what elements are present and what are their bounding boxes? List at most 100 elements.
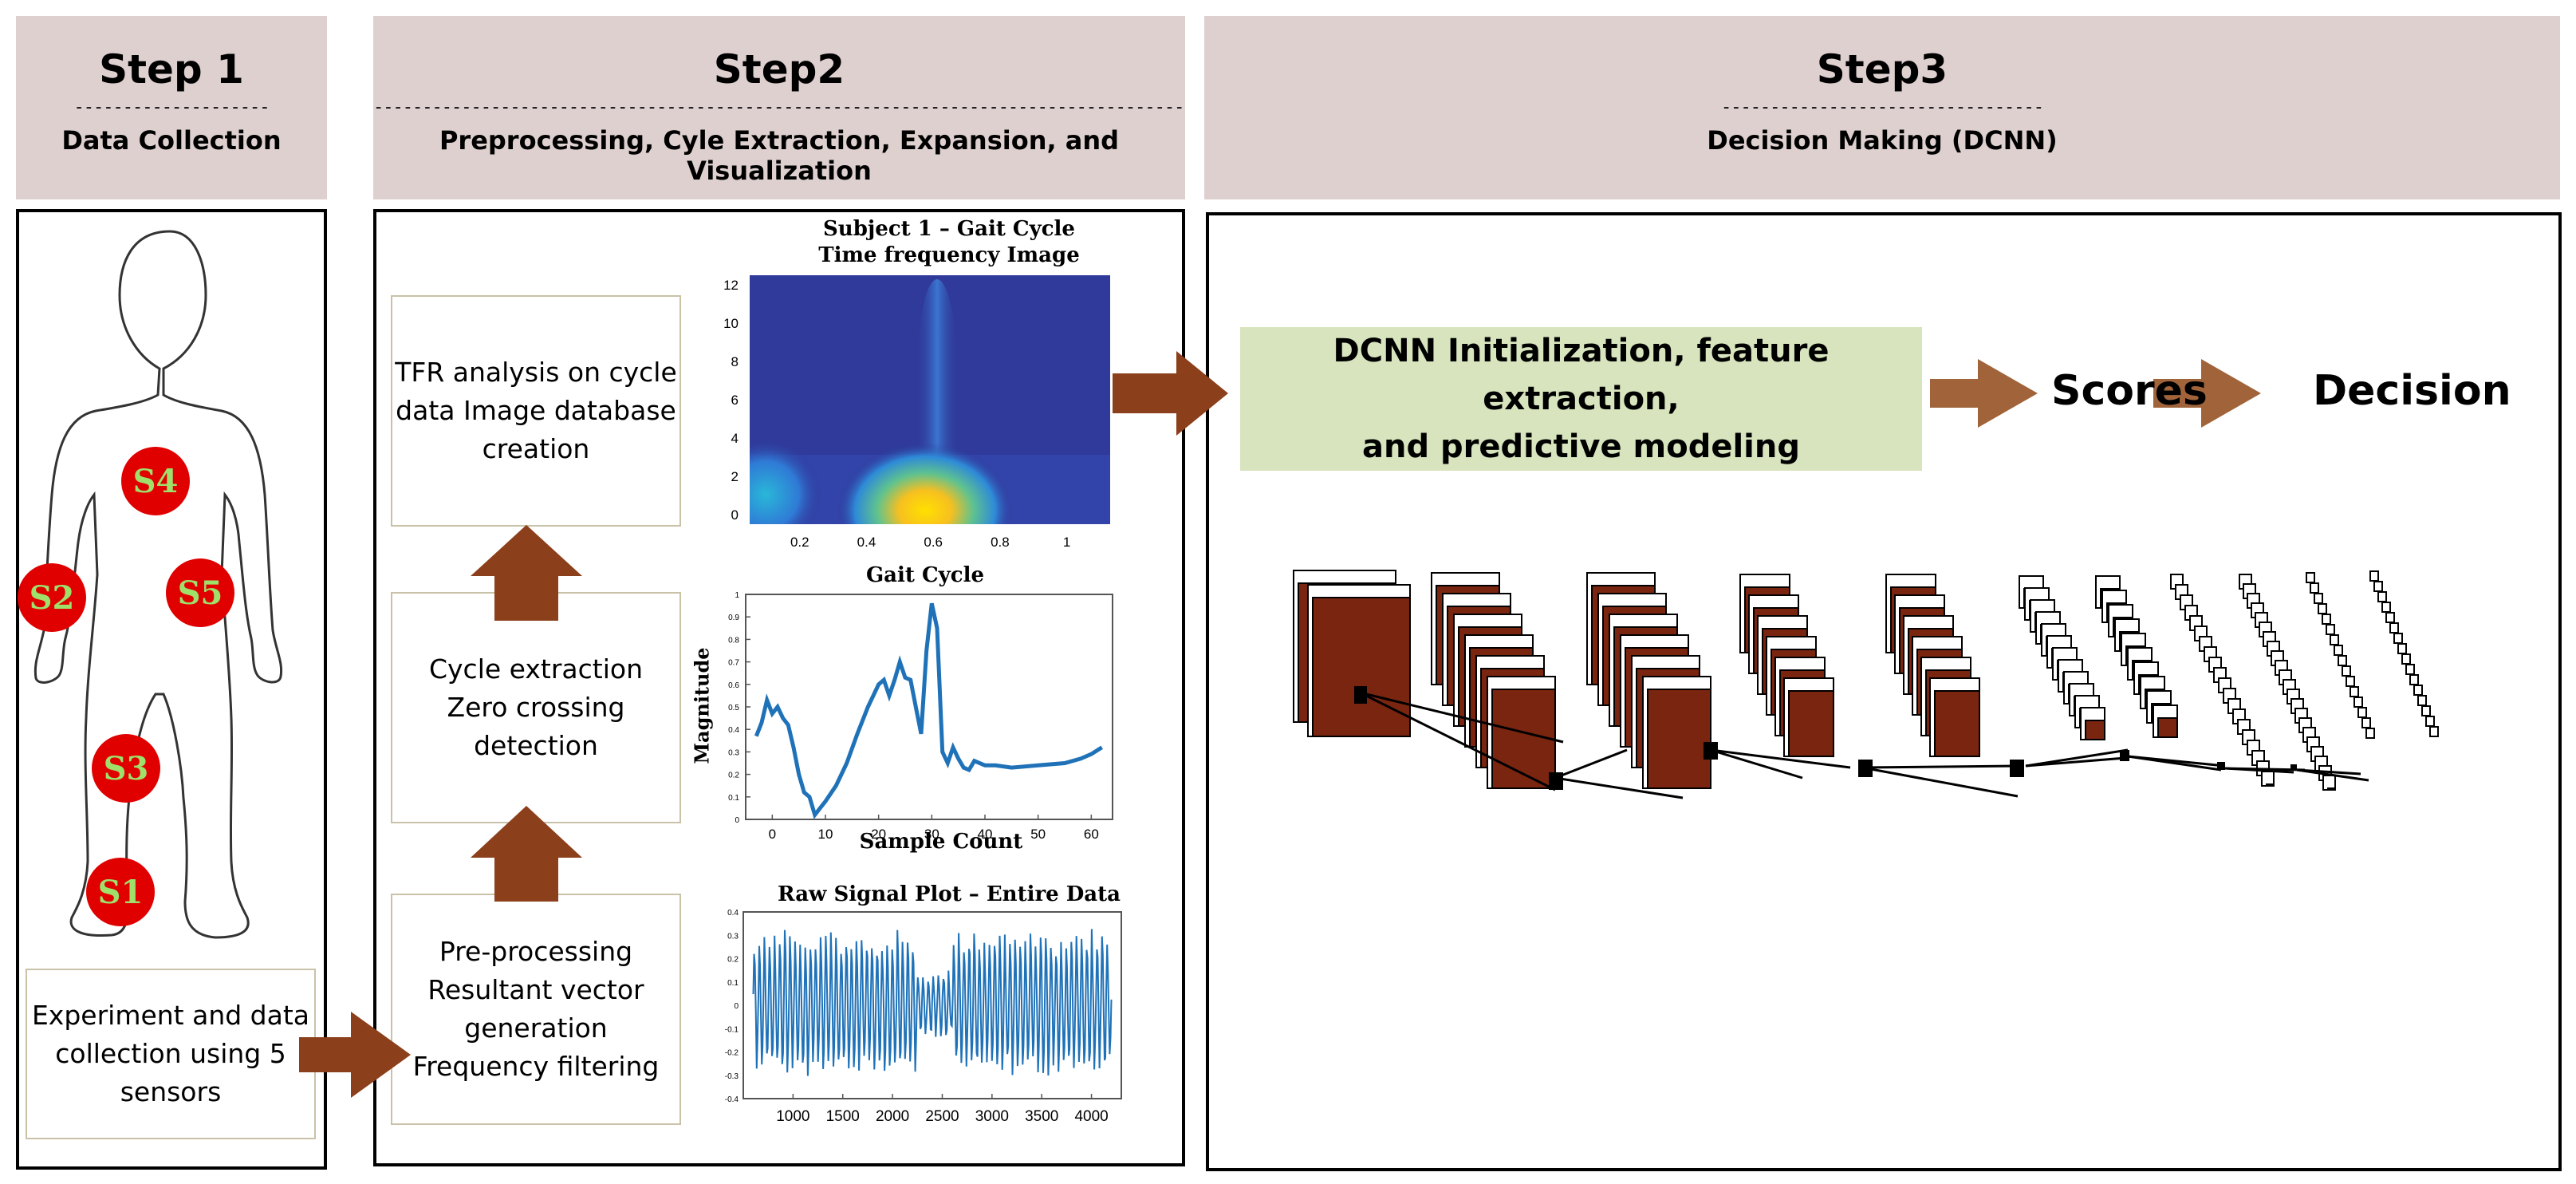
raw-y-tick-label: 0.2 xyxy=(727,956,739,965)
gait-y-tick-label: 0.6 xyxy=(728,681,739,690)
step1-divider: -------------------- xyxy=(73,97,270,117)
dcnn-text: DCNN Initialization, feature extraction,… xyxy=(1333,333,1830,465)
arrow-right-icon xyxy=(2153,359,2261,428)
tfr-y-tick-label: 8 xyxy=(731,354,739,369)
cnn-connection xyxy=(1554,748,1628,779)
gait-y-tick-label: 0.9 xyxy=(728,614,739,622)
gait-y-tick-label: 0.3 xyxy=(728,748,739,757)
cnn-connection xyxy=(1710,748,1803,779)
cnn-feature-map xyxy=(1491,689,1556,789)
raw-y-tick-label: 0 xyxy=(734,1002,739,1011)
sensor-s1: S1 xyxy=(86,858,155,926)
preprocessing-text: Pre-processing Resultant vector generati… xyxy=(412,936,660,1082)
cnn-feature-map xyxy=(2157,717,2178,738)
raw-y-tick-label: -0.3 xyxy=(725,1072,739,1081)
tfr-chart-title: Subject 1 – Gait Cycle xyxy=(823,217,1075,241)
gait-chart-title: Gait Cycle xyxy=(865,563,985,587)
cnn-kernel xyxy=(2120,750,2129,761)
cnn-connection xyxy=(2296,768,2361,776)
gait-y-tick-label: 0.5 xyxy=(728,704,739,712)
raw-x-tick-label: 2500 xyxy=(925,1108,959,1125)
tfr-x-tick-label: 0.6 xyxy=(924,535,943,550)
tfr-analysis-box: TFR analysis on cycle data Image databas… xyxy=(391,295,681,527)
tfr-analysis-text: TFR analysis on cycle data Image databas… xyxy=(395,357,677,464)
cnn-connection xyxy=(1554,776,1684,799)
raw-x-tick-label: 2000 xyxy=(876,1108,909,1125)
cycle-extraction-text: Cycle extraction Zero crossing detection xyxy=(428,653,643,761)
heatmap-peak xyxy=(837,443,1013,524)
arrow-right-icon xyxy=(1930,359,2038,428)
arrow-up-icon xyxy=(471,525,582,621)
cnn-kernel xyxy=(2217,762,2225,770)
cnn-connection xyxy=(1861,764,2019,769)
sensor-s5: S5 xyxy=(166,558,234,627)
raw-series-line xyxy=(752,929,1113,1076)
raw-x-tick-label: 1000 xyxy=(776,1108,809,1125)
scores-label: Scores xyxy=(2051,367,2208,415)
cnn-feature-map xyxy=(2365,728,2375,739)
raw-chart-title: Raw Signal Plot – Entire Data xyxy=(777,882,1121,906)
cnn-feature-map xyxy=(2429,726,2439,737)
gait-y-tick-label: 0.1 xyxy=(728,794,739,803)
tfr-y-tick-label: 0 xyxy=(731,507,739,523)
tfr-x-tick-label: 0.4 xyxy=(857,535,876,550)
step2-header: Step2 ----------------------------------… xyxy=(373,16,1185,199)
decision-label: Decision xyxy=(2313,367,2511,415)
cnn-connection xyxy=(2025,756,2126,768)
cnn-feature-map xyxy=(1647,689,1711,789)
data-collection-box: Experiment and data collection using 5 s… xyxy=(26,969,316,1139)
cnn-kernel xyxy=(2010,760,2024,777)
step3-subtitle: Decision Making (DCNN) xyxy=(1707,125,2058,156)
cnn-connection xyxy=(1359,691,1564,744)
cnn-feature-map xyxy=(2085,720,2105,740)
arrow-right-icon xyxy=(299,1012,411,1098)
arrow-right-icon xyxy=(1113,351,1228,436)
raw-y-tick-label: 0.1 xyxy=(727,979,739,988)
cnn-kernel xyxy=(2290,764,2297,771)
raw-x-tick-label: 3000 xyxy=(975,1108,1009,1125)
tfr-y-tick-label: 12 xyxy=(723,278,739,293)
cnn-kernel xyxy=(1549,772,1563,790)
cnn-connection xyxy=(1359,691,1556,791)
raw-y-tick-label: -0.4 xyxy=(725,1095,739,1104)
preprocessing-box: Pre-processing Resultant vector generati… xyxy=(391,894,681,1125)
human-outline xyxy=(33,230,283,939)
dcnn-box: DCNN Initialization, feature extraction,… xyxy=(1240,327,1922,471)
cnn-kernel xyxy=(1704,742,1718,760)
cnn-kernel xyxy=(1354,686,1367,704)
gait-y-tick-label: 1 xyxy=(735,591,739,600)
data-collection-text: Experiment and data collection using 5 s… xyxy=(31,1000,310,1107)
gait-y-tick-label: 0 xyxy=(735,816,739,825)
cnn-connection xyxy=(1861,766,2019,798)
cnn-feature-map xyxy=(1788,690,1834,757)
step1-subtitle: Data Collection xyxy=(61,125,282,156)
heatmap-left-lobe xyxy=(750,439,821,524)
tfr-x-tick-label: 1 xyxy=(1063,535,1070,550)
tfr-x-tick-label: 0.2 xyxy=(790,535,809,550)
raw-y-tick-label: -0.2 xyxy=(725,1049,739,1058)
raw-x-tick-label: 4000 xyxy=(1074,1108,1108,1125)
cnn-feature-map xyxy=(1312,597,1411,737)
gait-series-line xyxy=(754,602,1104,819)
gait-y-tick-label: 0.4 xyxy=(728,726,739,735)
tfr-y-tick-label: 6 xyxy=(731,393,739,408)
gait-x-tick-label: 10 xyxy=(818,827,833,842)
tfr-y-tick-label: 4 xyxy=(731,431,739,446)
step2-title: Step2 xyxy=(713,46,845,93)
arrow-up-icon xyxy=(471,806,582,902)
raw-y-tick-label: -0.1 xyxy=(725,1025,739,1034)
cnn-feature-map xyxy=(2327,787,2336,791)
gait-y-tick-label: 0.8 xyxy=(728,636,739,645)
step3-header: Step3 --------------------------------- … xyxy=(1204,16,2560,199)
gait-x-tick-label: 40 xyxy=(978,827,993,842)
gait-x-tick-label: 50 xyxy=(1030,827,1046,842)
gait-x-tick-label: 30 xyxy=(924,827,939,842)
cnn-feature-map xyxy=(2266,783,2275,787)
sensor-s3: S3 xyxy=(92,734,160,803)
